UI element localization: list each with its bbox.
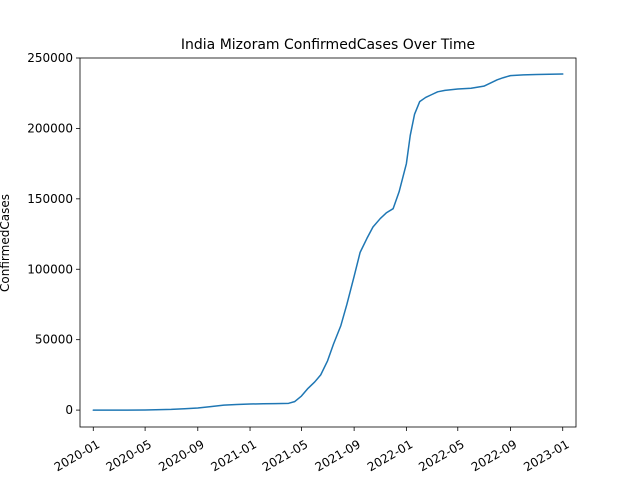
y-tick-label-3: 150000	[27, 192, 73, 206]
chart-title: India Mizoram ConfirmedCases Over Time	[181, 37, 475, 53]
x-tick-label-9: 2023-01	[521, 437, 571, 474]
y-tick-label-1: 50000	[35, 333, 73, 347]
y-tick-label-2: 100000	[27, 262, 73, 276]
x-tick-label-5: 2021-09	[313, 437, 363, 474]
x-tick-label-0: 2020-01	[52, 437, 102, 474]
x-tick-label-2: 2020-09	[156, 437, 206, 474]
y-tick-label-5: 250000	[27, 51, 73, 65]
y-tick-label-4: 200000	[27, 121, 73, 135]
x-tick-label-1: 2020-05	[104, 437, 154, 474]
x-tick-label-6: 2022-01	[365, 437, 415, 474]
x-tick-label-7: 2022-05	[416, 437, 466, 474]
series-line-0	[92, 73, 564, 411]
x-tick-label-3: 2021-01	[209, 437, 259, 474]
x-tick-label-8: 2022-09	[469, 437, 519, 474]
axes-frame	[79, 57, 577, 428]
y-axis-label: ConfirmedCases	[0, 194, 12, 292]
y-tick-label-0: 0	[65, 403, 73, 417]
x-tick-label-4: 2021-05	[260, 437, 310, 474]
